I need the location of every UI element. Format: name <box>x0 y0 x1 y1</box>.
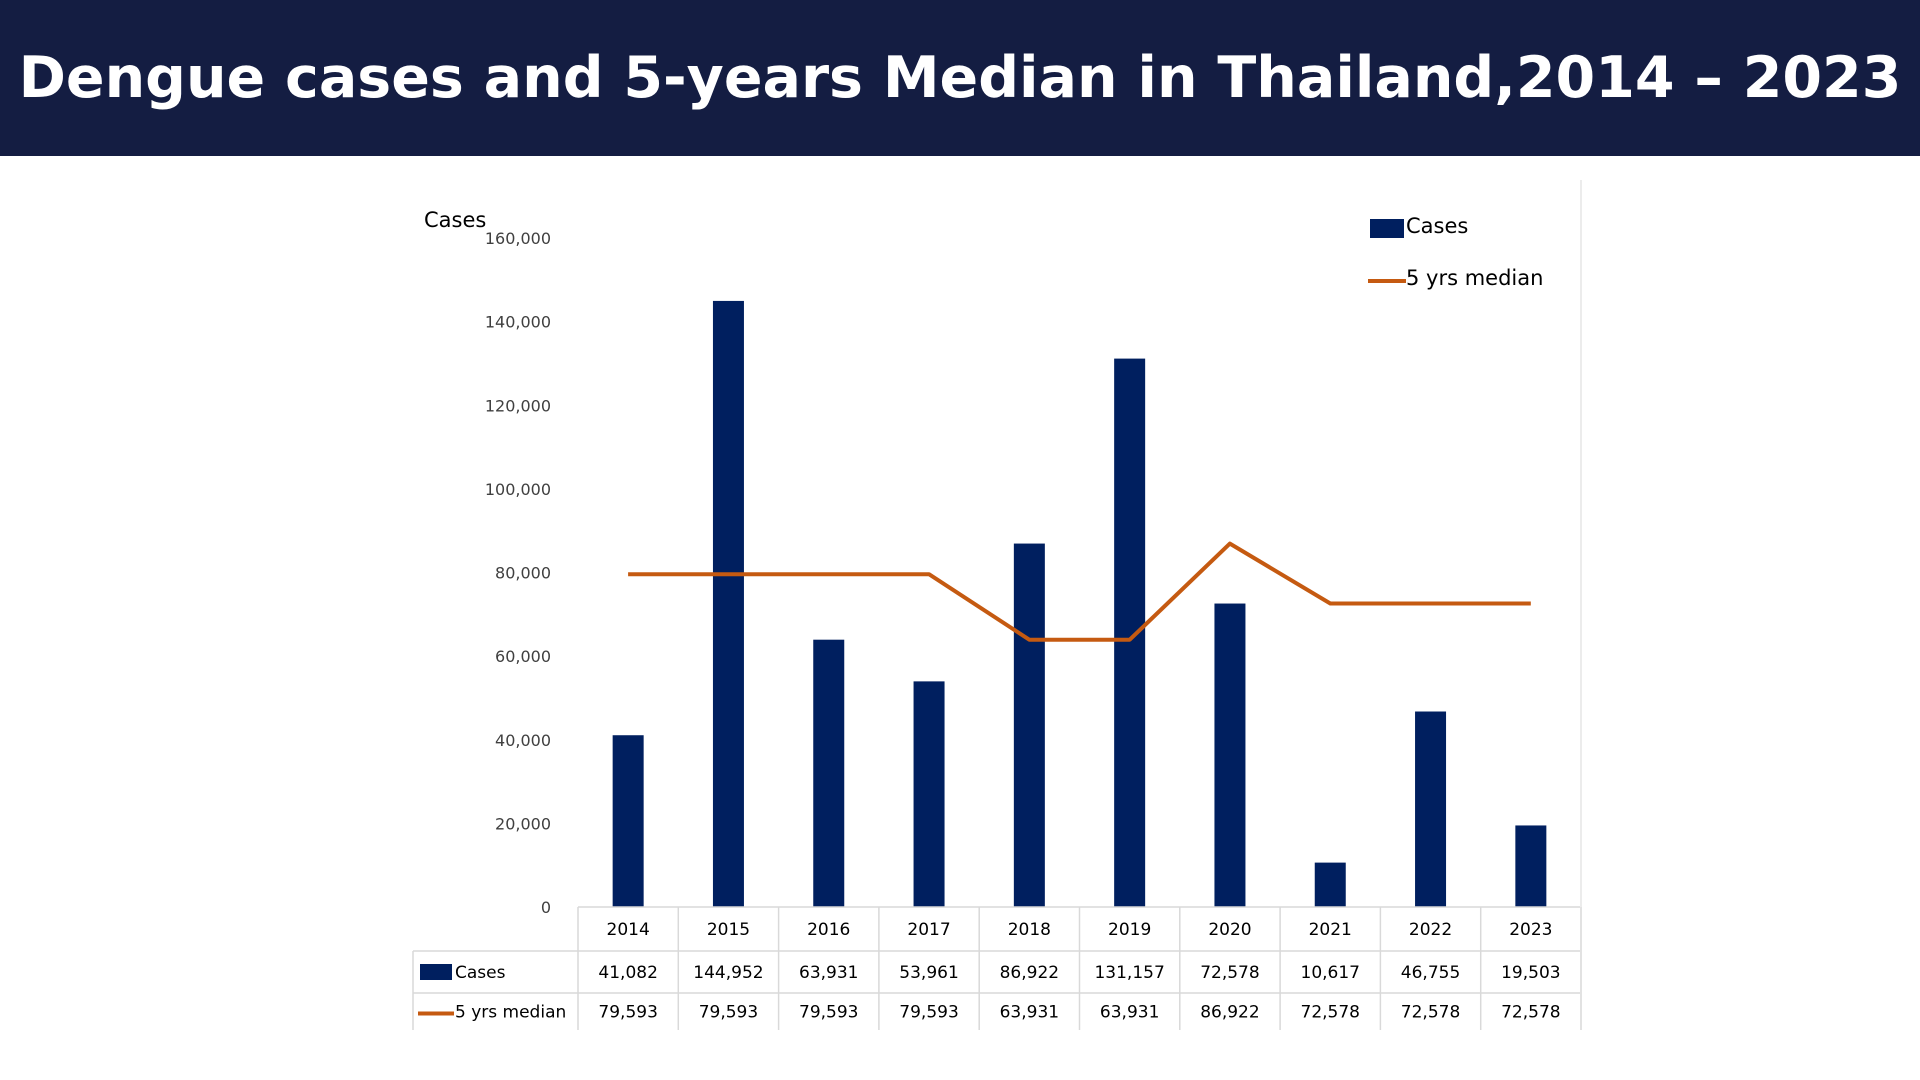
legend-key-cases <box>1370 219 1404 238</box>
data-label-median: 72,578 <box>1401 1003 1460 1023</box>
x-tick-label: 2022 <box>1409 920 1452 940</box>
x-tick-label: 2021 <box>1309 920 1352 940</box>
data-label-cases: 53,961 <box>899 963 958 983</box>
y-tick-label: 40,000 <box>495 731 551 750</box>
data-label-cases: 19,503 <box>1501 963 1560 983</box>
x-tick-label: 2019 <box>1108 920 1151 940</box>
data-label-median: 86,922 <box>1200 1003 1259 1023</box>
data-label-median: 79,593 <box>799 1003 858 1023</box>
y-tick-label: 100,000 <box>485 480 551 499</box>
bar-cases <box>612 735 644 907</box>
data-label-cases: 72,578 <box>1200 963 1259 983</box>
bar-cases <box>1415 711 1447 907</box>
data-label-cases: 41,082 <box>598 963 657 983</box>
data-label-cases: 63,931 <box>799 963 858 983</box>
data-label-median: 72,578 <box>1501 1003 1560 1023</box>
data-label-median: 79,593 <box>699 1003 758 1023</box>
data-label-median: 63,931 <box>1100 1003 1159 1023</box>
y-tick-label: 140,000 <box>485 313 551 332</box>
combo-chart: 0 20,000 40,000 60,000 80,000 100,000 120,000 1… <box>412 180 1582 1030</box>
table-row-label-median: 5 yrs median <box>455 1003 566 1023</box>
chart-area: 0 20,000 40,000 60,000 80,000 100,000 120,000 1… <box>0 156 1920 1080</box>
bar-cases <box>1114 358 1146 907</box>
data-label-cases: 86,922 <box>1000 963 1059 983</box>
bar-cases <box>1013 543 1045 907</box>
x-tick-label: 2016 <box>807 920 850 940</box>
table-row-label-cases: Cases <box>455 963 506 983</box>
x-tick-label: 2015 <box>707 920 750 940</box>
data-label-cases: 46,755 <box>1401 963 1460 983</box>
y-tick-label: 0 <box>541 898 551 917</box>
table-legend-key-cases <box>420 964 452 980</box>
x-tick-label: 2023 <box>1509 920 1552 940</box>
bar-cases <box>712 300 744 907</box>
legend-label-cases: Cases <box>1406 214 1468 238</box>
data-label-cases: 10,617 <box>1301 963 1360 983</box>
x-tick-label: 2020 <box>1208 920 1251 940</box>
data-label-median: 72,578 <box>1301 1003 1360 1023</box>
y-tick-label: 80,000 <box>495 564 551 583</box>
bar-cases <box>1314 862 1346 907</box>
y-tick-label: 20,000 <box>495 814 551 833</box>
x-tick-label: 2014 <box>607 920 650 940</box>
title-banner: Dengue cases and 5-years Median in Thail… <box>0 0 1920 156</box>
x-tick-label: 2017 <box>907 920 950 940</box>
y-tick-label: 160,000 <box>485 229 551 248</box>
y-axis-label: Cases <box>424 208 486 232</box>
y-tick-label: 60,000 <box>495 647 551 666</box>
data-label-median: 63,931 <box>1000 1003 1059 1023</box>
legend-label-median: 5 yrs median <box>1406 266 1543 290</box>
data-label-median: 79,593 <box>899 1003 958 1023</box>
bar-cases <box>1515 825 1547 907</box>
bar-cases <box>813 639 845 907</box>
data-label-cases: 144,952 <box>693 963 763 983</box>
bar-cases <box>1214 603 1246 907</box>
data-label-median: 79,593 <box>598 1003 657 1023</box>
data-label-cases: 131,157 <box>1094 963 1164 983</box>
page-title: Dengue cases and 5-years Median in Thail… <box>18 45 1902 111</box>
line-5yrs-median <box>628 541 1531 642</box>
x-tick-label: 2018 <box>1008 920 1051 940</box>
y-tick-label: 120,000 <box>485 396 551 415</box>
bar-cases <box>913 681 945 907</box>
